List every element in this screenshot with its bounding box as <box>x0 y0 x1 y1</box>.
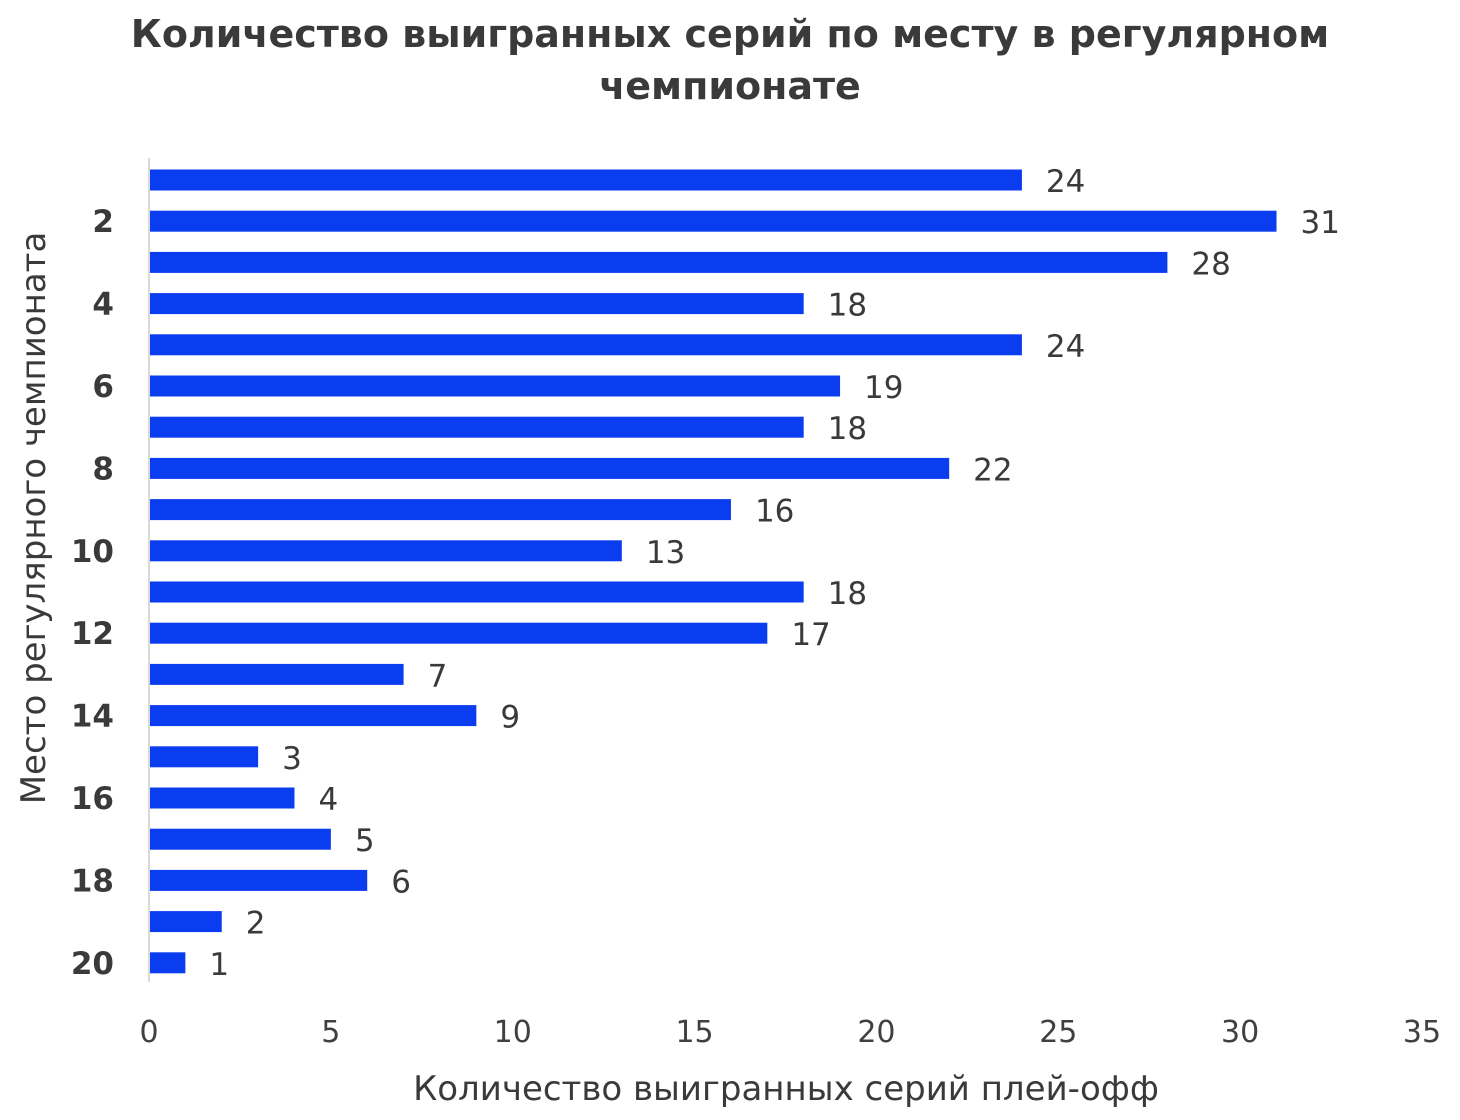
bar-place-20 <box>150 952 186 974</box>
bar-place-9 <box>150 499 731 521</box>
category-label-12: 12 <box>71 616 114 652</box>
x-tick-label-25: 25 <box>1039 1015 1077 1050</box>
bar-place-4 <box>150 293 804 315</box>
y-axis-title: Место регулярного чемпионата <box>14 232 54 805</box>
bar-place-11 <box>150 581 804 603</box>
value-label-place-3: 28 <box>1191 246 1230 282</box>
x-tick-label-0: 0 <box>139 1015 158 1050</box>
bar-place-6 <box>150 375 841 397</box>
bar-place-10 <box>150 540 622 562</box>
bar-place-3 <box>150 251 1168 273</box>
value-label-place-20: 1 <box>209 947 229 983</box>
bar-place-16 <box>150 787 295 809</box>
value-label-place-19: 2 <box>246 906 266 942</box>
chart-title: Количество выигранных серий по месту в р… <box>0 8 1460 112</box>
value-label-place-13: 7 <box>428 658 448 694</box>
value-label-place-11: 18 <box>828 576 867 612</box>
category-label-6: 6 <box>92 369 114 405</box>
bar-place-1 <box>150 169 1022 191</box>
category-label-8: 8 <box>92 451 114 487</box>
category-label-2: 2 <box>92 204 114 240</box>
x-tick-label-5: 5 <box>321 1015 340 1050</box>
chart-title-line-2: чемпионате <box>599 64 861 108</box>
bar-place-19 <box>150 911 222 933</box>
bar-place-18 <box>150 869 368 891</box>
chart-title-line-1: Количество выигранных серий по месту в р… <box>130 12 1330 56</box>
category-labels-layer: 2 4 6 8 10 12 14 16 18 20 <box>71 204 114 982</box>
category-label-16: 16 <box>71 781 114 817</box>
bar-place-5 <box>150 334 1022 356</box>
x-axis-title: Количество выигранных серий плей-офф <box>413 1069 1159 1109</box>
bar-place-14 <box>150 705 477 727</box>
value-label-place-16: 4 <box>318 782 338 818</box>
category-label-14: 14 <box>71 699 114 735</box>
x-tick-label-15: 15 <box>675 1015 713 1050</box>
value-label-place-10: 13 <box>646 535 685 571</box>
category-label-4: 4 <box>92 287 114 323</box>
bar-place-8 <box>150 457 950 479</box>
value-label-place-15: 3 <box>282 741 302 777</box>
bar-place-13 <box>150 663 404 685</box>
category-label-20: 20 <box>71 946 114 982</box>
x-tick-label-30: 30 <box>1221 1015 1259 1050</box>
value-label-place-4: 18 <box>828 288 867 324</box>
value-label-place-1: 24 <box>1046 164 1085 200</box>
value-label-place-8: 22 <box>973 452 1012 488</box>
value-label-place-6: 19 <box>864 370 903 406</box>
x-tick-label-20: 20 <box>857 1015 895 1050</box>
value-label-place-14: 9 <box>500 700 520 736</box>
value-label-place-7: 18 <box>828 411 867 447</box>
x-tick-label-35: 35 <box>1403 1015 1441 1050</box>
value-label-place-17: 5 <box>355 823 375 859</box>
value-label-place-9: 16 <box>755 494 794 530</box>
value-label-place-5: 24 <box>1046 329 1085 365</box>
bar-place-2 <box>150 210 1277 232</box>
category-label-10: 10 <box>71 534 114 570</box>
x-tick-label-10: 10 <box>494 1015 532 1050</box>
value-label-place-12: 17 <box>791 617 830 653</box>
bar-place-7 <box>150 416 804 438</box>
bar-place-15 <box>150 746 259 768</box>
bar-place-12 <box>150 622 768 644</box>
value-label-place-18: 6 <box>391 864 411 900</box>
bars-layer <box>150 169 1277 974</box>
x-tick-labels-layer: 0 5 10 15 20 25 30 35 <box>139 1015 1441 1050</box>
category-label-18: 18 <box>71 863 114 899</box>
value-label-place-2: 31 <box>1301 205 1340 241</box>
bar-place-17 <box>150 828 331 850</box>
